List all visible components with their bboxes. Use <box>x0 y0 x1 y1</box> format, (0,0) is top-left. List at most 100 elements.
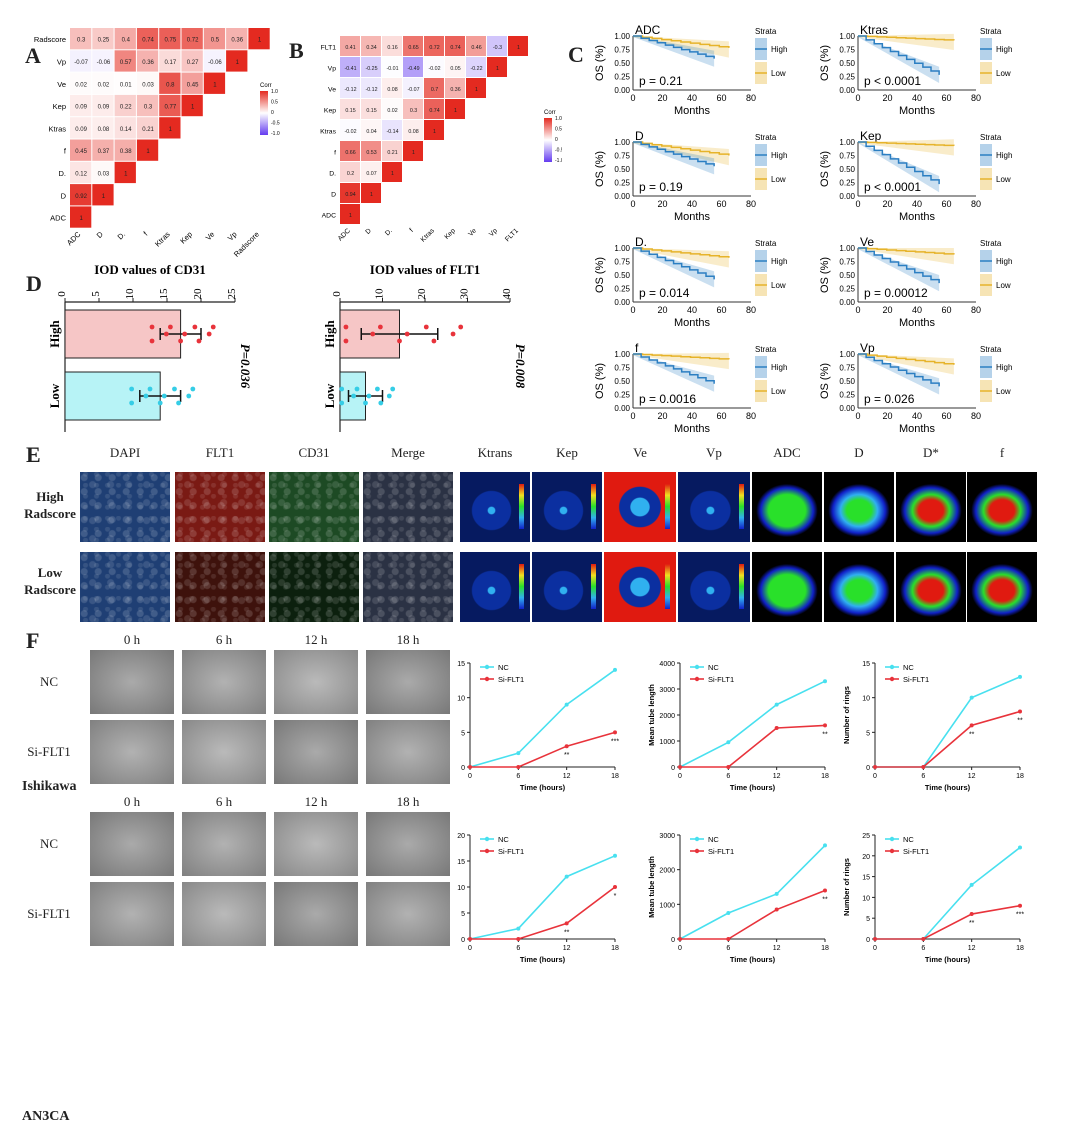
km-ytick: 0.75 <box>614 258 630 267</box>
heatmap-cell <box>340 204 360 224</box>
imaging-tile <box>460 552 530 622</box>
iod-tick: 15 <box>158 288 170 300</box>
heatmap-cell-value: 0.22 <box>120 105 132 111</box>
km-ytick: 1.00 <box>614 138 630 147</box>
chart-point <box>921 937 926 941</box>
km-ytick: 0.75 <box>839 258 855 267</box>
chart-point <box>516 926 521 931</box>
km-title: ADC <box>635 23 661 37</box>
km-xtick: 80 <box>746 199 756 209</box>
iod-point <box>386 393 392 399</box>
iod-tick: 10 <box>124 288 136 300</box>
cell-line-label: Ishikawa <box>22 779 77 794</box>
heatmap-cell <box>70 139 92 161</box>
heatmap-cell-value: -0.22 <box>470 66 482 72</box>
heatmap-cell-value: -0.41 <box>344 66 356 72</box>
chart-xtick: 18 <box>1016 945 1024 952</box>
chart-point <box>969 882 974 887</box>
chart-ylabel: Number of rings <box>842 686 851 744</box>
chart-xlabel: Time (hours) <box>925 955 971 964</box>
iod-point <box>450 331 456 337</box>
km-title: f <box>635 341 639 355</box>
heatmap-cell-value: 0.36 <box>231 38 243 44</box>
km-panel: D 1.00 0.75 0.50 0.25 0.000 20 40 60 80 Months OS (… <box>594 129 787 223</box>
heatmap-cell <box>92 50 114 72</box>
heatmap-cell-value: 1 <box>124 171 128 177</box>
colorbar <box>739 564 744 609</box>
chart-xtick: 12 <box>563 773 571 780</box>
heatmap-cell <box>445 99 465 119</box>
corr-legend-bar <box>544 118 552 162</box>
chart-point <box>564 702 569 707</box>
imaging-tile <box>967 472 1037 542</box>
chart-ytick: 15 <box>862 875 870 882</box>
km-ylabel: OS (%) <box>594 45 606 81</box>
chart-ytick: 0 <box>866 937 870 944</box>
km-high-ci <box>633 248 715 288</box>
km-xtick: 80 <box>971 93 981 103</box>
heatmap-cell-value: 0.2 <box>347 171 354 177</box>
km-ytick: 1.00 <box>839 138 855 147</box>
heatmap-cell <box>136 139 159 161</box>
heatmap-cell-value: -0.01 <box>386 66 398 72</box>
heatmap-col-label: D <box>364 227 372 235</box>
heatmap-cell-value: 0.27 <box>187 60 199 66</box>
iod-point <box>157 400 163 406</box>
heatmap-cell-value: 0.09 <box>98 105 110 111</box>
chart-series-line <box>875 904 1021 940</box>
imaging-tile <box>269 552 359 622</box>
corr-legend-tick: -0.5 <box>555 148 562 154</box>
iod-point <box>397 338 402 344</box>
chart-point <box>516 751 521 756</box>
imaging-col-label: FLT1 <box>205 445 235 460</box>
heatmap-col-label: FLT1 <box>504 227 520 243</box>
heatmap-cell-value: 0.16 <box>387 45 397 51</box>
iod-point <box>343 324 349 330</box>
km-high-curve <box>633 141 715 167</box>
km-high-ci <box>858 354 940 395</box>
imaging-tile <box>80 552 170 622</box>
heatmap-cell-value: -0.14 <box>386 129 398 135</box>
chart-legend-label: NC <box>903 835 914 844</box>
chart-legend-marker <box>694 676 700 682</box>
chart-xlabel: Time (hours) <box>925 783 971 792</box>
km-legend-low: Low <box>996 387 1011 396</box>
heatmap-cell-value: 1 <box>370 192 373 198</box>
km-strata-title: Strata <box>980 133 1002 142</box>
heatmap-cell-value: 0.02 <box>98 82 110 88</box>
km-title: D. <box>635 235 647 249</box>
panel-label-b: B <box>289 38 304 63</box>
chart-ytick: 10 <box>457 885 465 892</box>
km-panel: f 1.00 0.75 0.50 0.25 0.000 20 40 60 80 Months OS (… <box>594 341 787 435</box>
chart-legend-marker <box>484 676 490 682</box>
heatmap-cell <box>403 99 423 119</box>
heatmap-cell <box>70 117 92 139</box>
chart-point <box>613 730 617 735</box>
imaging-row-label-line: Radscore <box>24 506 76 521</box>
chart-point <box>969 695 974 700</box>
heatmap-cell <box>248 28 270 50</box>
heatmap-cell-value: 0.5 <box>211 38 220 44</box>
km-xtick: 40 <box>687 411 697 421</box>
chart-significance: * <box>614 893 617 900</box>
km-xtick: 60 <box>941 411 951 421</box>
heatmap-row-label: D <box>331 192 336 199</box>
heatmap-row-label: Vp <box>328 66 337 73</box>
km-xtick: 20 <box>882 411 892 421</box>
km-ytick: 0.75 <box>614 152 630 161</box>
heatmap-cell <box>403 57 423 77</box>
km-high-ci <box>633 36 715 67</box>
km-ytick: 0.50 <box>614 377 630 386</box>
heatmap-cell-value: 1 <box>258 38 262 44</box>
chart-legend-marker <box>889 676 895 682</box>
micrograph-tile <box>182 812 266 876</box>
heatmap-cell <box>487 57 507 77</box>
chart-ytick: 5 <box>461 730 465 737</box>
km-panel: Ve 1.00 0.75 0.50 0.25 0.000 20 40 60 80 Months OS … <box>819 235 1012 329</box>
imaging-col-label: DAPI <box>109 445 141 460</box>
heatmap-col-label: D. <box>384 227 394 237</box>
heatmap-cell-value: 0.7 <box>431 87 438 93</box>
chart-point <box>1018 903 1022 908</box>
chart-point <box>468 937 472 941</box>
heatmap-cell <box>114 139 136 161</box>
